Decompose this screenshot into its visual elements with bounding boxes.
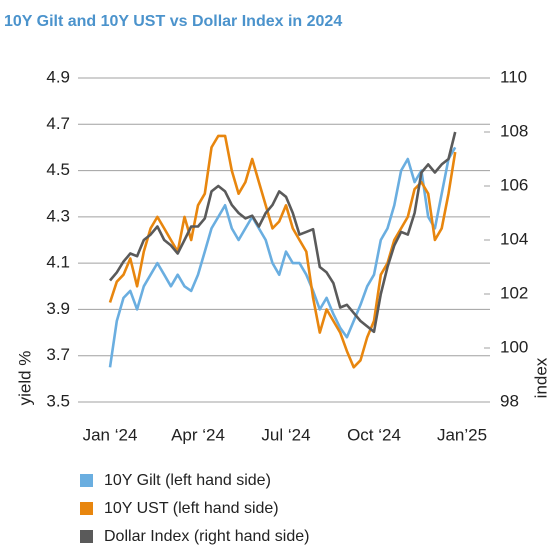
y2-tick-label: 98 <box>500 391 519 410</box>
y-tick-label: 4.7 <box>46 114 70 133</box>
y-tick-label: 4.3 <box>46 206 70 225</box>
y-tick-label: 4.1 <box>46 253 70 272</box>
y-tick-label: 3.9 <box>46 299 70 318</box>
legend-label: Dollar Index (right hand side) <box>104 528 309 545</box>
y2-tick-label: 108 <box>500 121 528 140</box>
y-axis-label: yield % <box>15 351 34 406</box>
y2-tick-label: 104 <box>500 229 528 248</box>
line-series <box>109 131 457 334</box>
y2-tick-label: 110 <box>500 67 527 86</box>
legend-swatch <box>80 530 93 543</box>
line-series <box>108 134 457 369</box>
x-tick-label: Jan ‘24 <box>83 425 138 444</box>
legend-swatch <box>80 502 93 515</box>
legend-label: 10Y Gilt (left hand side) <box>104 472 271 489</box>
legend-label: 10Y UST (left hand side) <box>104 500 279 517</box>
x-tick-label: Jul ‘24 <box>261 425 310 444</box>
x-tick-label: Apr ‘24 <box>171 425 225 444</box>
y2-tick-label: 106 <box>500 175 528 194</box>
x-tick-label: Jan’25 <box>437 425 487 444</box>
y2-tick-label: 102 <box>500 283 528 302</box>
legend-swatch <box>80 474 93 487</box>
x-tick-label: Oct ‘24 <box>347 425 401 444</box>
chart-title: 10Y Gilt and 10Y UST vs Dollar Index in … <box>4 13 342 30</box>
y-tick-label: 3.5 <box>46 391 70 410</box>
line-series <box>108 146 457 368</box>
y-tick-label: 4.9 <box>46 67 70 86</box>
y2-tick-label: 100 <box>500 337 528 356</box>
y-tick-label: 4.5 <box>46 160 70 179</box>
y2-axis-label: index <box>531 357 547 398</box>
y-tick-label: 3.7 <box>46 345 70 364</box>
